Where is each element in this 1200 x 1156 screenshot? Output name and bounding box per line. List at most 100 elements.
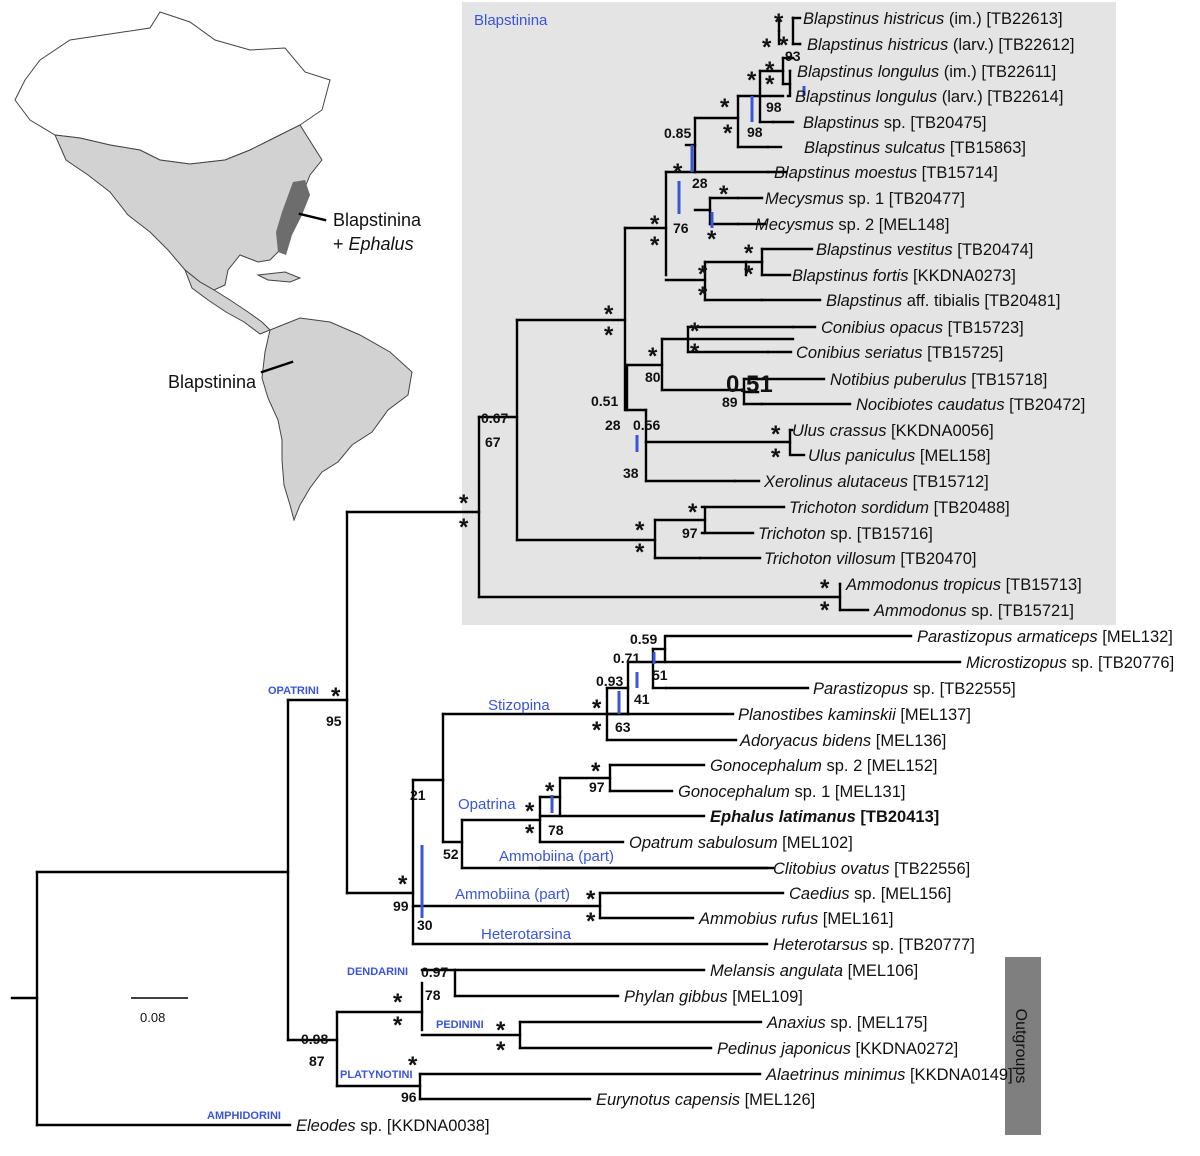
taxon-label: Blapstinus histricus (larv.) [TB22612]: [807, 36, 1074, 54]
support-value: 0.59: [630, 631, 657, 647]
taxon-species: Blapstinus histricus: [807, 36, 948, 54]
americas-map: [14, 11, 413, 522]
taxon-species: Ammodonus tropicus: [845, 576, 1001, 594]
taxon-species: Blapstinus longulus: [797, 63, 939, 81]
taxon-species: Gonocephalum: [678, 783, 790, 801]
taxon-label: Blapstinus sp. [TB20475]: [803, 114, 986, 132]
support-value: *: [459, 514, 469, 541]
support-value: 78: [425, 987, 441, 1003]
support-value: *: [393, 989, 403, 1016]
support-value: 28: [605, 417, 621, 433]
taxon-label: Mecysmus sp. 2 [MEL148]: [755, 216, 949, 234]
support-value: *: [744, 261, 754, 288]
taxon-label: Melansis angulata [MEL106]: [710, 962, 918, 980]
support-value: 0.93: [596, 673, 623, 689]
taxon-voucher: [TB15712]: [908, 473, 989, 491]
support-value: 0.56: [633, 417, 660, 433]
support-value: 89: [722, 394, 738, 410]
taxon-label: Blapstinus sulcatus [TB15863]: [804, 139, 1026, 157]
taxon-label: Blapstinus moestus [TB15714]: [774, 164, 998, 182]
taxon-labels: Blapstinus histricus (im.) [TB22613]Blap…: [296, 10, 1174, 1135]
support-value: *: [820, 597, 830, 624]
group-stizopina: Stizopina: [488, 697, 550, 714]
taxon-voucher: [TB15714]: [917, 164, 998, 182]
blapstinina-box-label: Blapstinina: [474, 12, 548, 29]
support-value: *: [459, 490, 469, 517]
support-value: *: [720, 94, 730, 121]
support-value: 0.97: [421, 964, 448, 980]
support-value: 41: [634, 691, 650, 707]
taxon-label: Conibius opacus [TB15723]: [821, 319, 1024, 337]
support-value: *: [707, 226, 717, 253]
taxon-voucher: (larv.) [TB22614]: [937, 88, 1063, 106]
taxon-voucher: (im.) [TB22613]: [944, 10, 1062, 28]
taxon-species: Ammobius rufus: [698, 910, 818, 928]
taxon-voucher: [MEL158]: [915, 447, 990, 465]
taxon-species: Xerolinus alutaceus: [763, 473, 908, 491]
tribe-amphidorini: AMPHIDORINI: [207, 1110, 281, 1122]
taxon-voucher: [TB20472]: [1005, 396, 1086, 414]
taxon-label: Conibius seriatus [TB15725]: [796, 344, 1003, 362]
support-value: *: [635, 539, 645, 566]
taxon-voucher: sp. 2 [MEL148]: [834, 216, 950, 234]
taxon-voucher: [TB20413]: [856, 808, 939, 826]
taxon-voucher: sp. [TB20776]: [1067, 654, 1174, 672]
taxon-species: Nocibiotes caudatus: [856, 396, 1005, 414]
support-value: 30: [417, 917, 433, 933]
taxon-species: Parastizopus armaticeps: [917, 628, 1098, 646]
support-value: 0.67: [481, 410, 508, 426]
support-value: *: [698, 261, 708, 288]
taxon-species: Microstizopus: [966, 654, 1067, 672]
support-value: 63: [615, 719, 631, 735]
taxon-voucher: [TB20488]: [929, 499, 1010, 517]
group-opatrina: Opatrina: [458, 796, 516, 813]
taxon-label: Trichoton sp. [TB15716]: [758, 525, 933, 543]
support-value: *: [331, 683, 341, 710]
taxon-species: Blapstinus histricus: [803, 10, 944, 28]
taxon-species: Trichoton sordidum: [789, 499, 929, 517]
support-value: *: [673, 159, 683, 186]
support-values: * * * 93 98 * * * 98 0.85 * 28 * * * 76 …: [301, 9, 830, 1105]
taxon-species: Conibius opacus: [821, 319, 943, 337]
taxon-species: Ephalus latimanus: [710, 808, 856, 826]
taxon-label: Xerolinus alutaceus [TB15712]: [763, 473, 989, 491]
taxon-label: Ulus paniculus [MEL158]: [808, 447, 991, 465]
taxon-label: Eurynotus capensis [MEL126]: [596, 1091, 815, 1109]
taxon-voucher: [TB15723]: [943, 319, 1024, 337]
support-value: *: [771, 421, 781, 448]
taxon-label: Nocibiotes caudatus [TB20472]: [856, 396, 1085, 414]
taxon-voucher: [TB15713]: [1001, 576, 1082, 594]
support-value: 0.51: [591, 393, 618, 409]
tribe-dendarini: DENDARINI: [347, 966, 408, 978]
taxon-label: Eleodes sp. [KKDNA0038]: [296, 1117, 490, 1135]
map-south-pointer: [260, 360, 294, 374]
taxon-species: Notibius puberulus: [830, 371, 967, 389]
taxon-label: Blapstinus longulus (im.) [TB22611]: [797, 63, 1056, 81]
taxon-label: Opatrum sabulosum [MEL102]: [629, 834, 853, 852]
support-value: *: [408, 1052, 418, 1079]
taxon-species: Alaetrinus minimus: [765, 1066, 905, 1084]
taxon-voucher: [KKDNA0149]: [905, 1066, 1012, 1084]
map-label-south: Blapstinina: [168, 372, 257, 392]
support-value: *: [719, 181, 729, 208]
support-value: 95: [326, 713, 342, 729]
taxon-label: Ammodonus sp. [TB15721]: [873, 602, 1074, 620]
taxon-voucher: [KKDNA0273]: [908, 267, 1015, 285]
taxon-voucher: [KKDNA0056]: [886, 422, 993, 440]
taxon-voucher: sp. [MEL156]: [850, 885, 952, 903]
support-value: *: [771, 444, 781, 471]
taxon-species: Adoryacus bidens: [739, 732, 871, 750]
support-value: *: [545, 778, 555, 805]
taxon-label: Ammobius rufus [MEL161]: [698, 910, 893, 928]
support-value: *: [586, 908, 596, 935]
map-north-america-south: [54, 124, 323, 291]
blapstinina-clade-box: [462, 2, 1116, 625]
map-central-america: [183, 268, 271, 335]
taxon-species: Blapstinus sulcatus: [804, 139, 945, 157]
taxon-species: Eleodes: [296, 1117, 356, 1135]
support-value: *: [398, 871, 408, 898]
map-label-east: Blapstinina: [333, 210, 422, 230]
taxon-label: Ammodonus tropicus [TB15713]: [845, 576, 1082, 594]
support-value: 0.71: [613, 650, 640, 666]
